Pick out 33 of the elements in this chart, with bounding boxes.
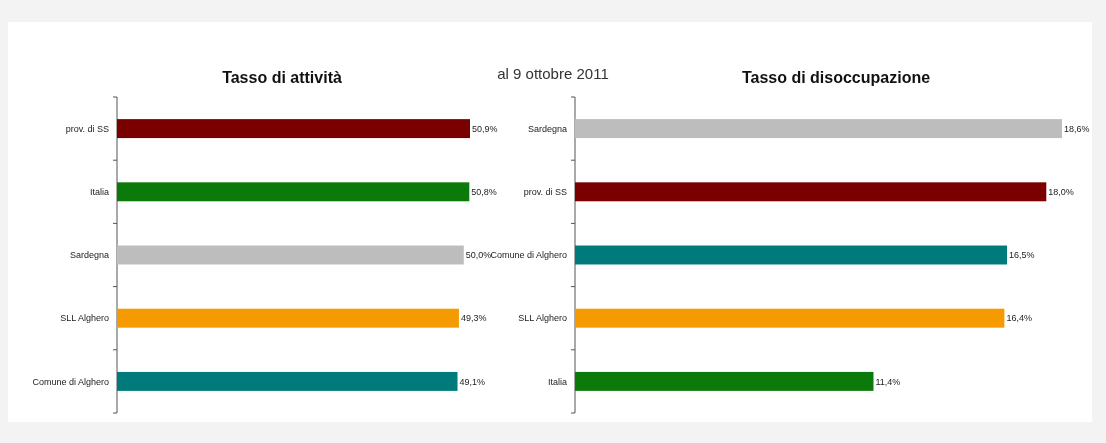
data-label: 50,0% bbox=[465, 250, 492, 261]
y-tick-label: Italia bbox=[547, 376, 567, 387]
chart-title: Tasso di disoccupazione bbox=[741, 69, 931, 86]
data-label: 49,1% bbox=[459, 376, 486, 387]
bar bbox=[575, 308, 1005, 328]
y-tick-label: Sardegna bbox=[527, 123, 567, 134]
bar bbox=[117, 245, 464, 265]
y-tick-label: prov. di SS bbox=[65, 123, 109, 134]
bar bbox=[117, 308, 459, 328]
data-label: 50,9% bbox=[472, 123, 498, 134]
y-tick-label: Italia bbox=[89, 186, 109, 197]
y-tick-label: SLL Alghero bbox=[60, 313, 109, 324]
bar bbox=[575, 371, 874, 391]
y-tick-label: Sardegna bbox=[69, 250, 109, 261]
y-tick-label: SLL Alghero bbox=[518, 313, 567, 324]
chart-title: Tasso di attività bbox=[222, 69, 342, 86]
data-label: 16,5% bbox=[1009, 250, 1035, 261]
data-label: 16,4% bbox=[1006, 313, 1032, 324]
bar bbox=[117, 119, 470, 139]
bar bbox=[575, 182, 1047, 202]
bar bbox=[117, 182, 470, 202]
y-tick-label: Comune di Alghero bbox=[490, 250, 567, 261]
bar bbox=[575, 119, 1062, 139]
y-tick-label: prov. di SS bbox=[523, 186, 567, 197]
chart-subtitle: al 9 ottobre 2011 bbox=[497, 65, 609, 82]
data-label: 18,6% bbox=[1064, 123, 1090, 134]
bar bbox=[575, 245, 1008, 265]
bar bbox=[117, 371, 458, 391]
data-label: 49,3% bbox=[460, 313, 487, 324]
data-label: 50,8% bbox=[471, 186, 497, 197]
data-label: 11,4% bbox=[875, 376, 901, 387]
y-tick-label: Comune di Alghero bbox=[32, 376, 109, 387]
data-label: 18,0% bbox=[1048, 186, 1074, 197]
